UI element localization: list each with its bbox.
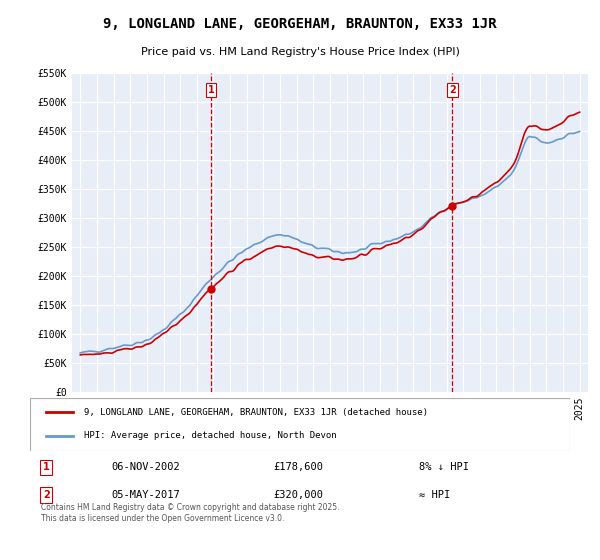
Text: Contains HM Land Registry data © Crown copyright and database right 2025.
This d: Contains HM Land Registry data © Crown c…: [41, 503, 340, 522]
Text: 8% ↓ HPI: 8% ↓ HPI: [419, 463, 469, 473]
Text: £320,000: £320,000: [273, 489, 323, 500]
Text: £178,600: £178,600: [273, 463, 323, 473]
Text: 9, LONGLAND LANE, GEORGEHAM, BRAUNTON, EX33 1JR (detached house): 9, LONGLAND LANE, GEORGEHAM, BRAUNTON, E…: [84, 408, 428, 417]
Text: 1: 1: [208, 85, 214, 95]
Text: 9, LONGLAND LANE, GEORGEHAM, BRAUNTON, EX33 1JR: 9, LONGLAND LANE, GEORGEHAM, BRAUNTON, E…: [103, 17, 497, 31]
Text: HPI: Average price, detached house, North Devon: HPI: Average price, detached house, Nort…: [84, 431, 337, 440]
Text: 2: 2: [449, 85, 456, 95]
Text: 05-MAY-2017: 05-MAY-2017: [111, 489, 180, 500]
Text: 2: 2: [43, 489, 50, 500]
Text: Price paid vs. HM Land Registry's House Price Index (HPI): Price paid vs. HM Land Registry's House …: [140, 47, 460, 57]
Text: 1: 1: [43, 463, 50, 473]
Text: ≈ HPI: ≈ HPI: [419, 489, 450, 500]
Text: 06-NOV-2002: 06-NOV-2002: [111, 463, 180, 473]
